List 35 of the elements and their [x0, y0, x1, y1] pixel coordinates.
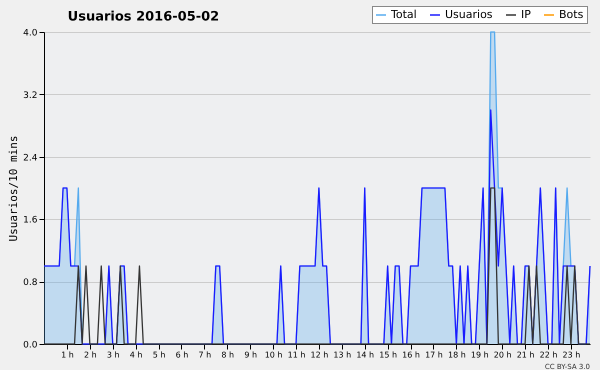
x-tick-label: 4 h: [130, 350, 142, 360]
x-tick-label: 21 h: [516, 350, 534, 360]
x-tick-label: 20 h: [494, 350, 512, 360]
x-tick-label: 12 h: [310, 350, 328, 360]
x-tick-label: 14 h: [356, 350, 374, 360]
x-tick-label: 17 h: [425, 350, 443, 360]
x-tick-label: 8 h: [221, 350, 234, 360]
y-tick-label: 4.0: [23, 28, 38, 38]
legend-label: Bots: [559, 8, 584, 21]
x-tick-label: 6 h: [176, 350, 188, 360]
x-tick-label: 9 h: [244, 350, 258, 360]
y-tick-label: 1.6: [23, 216, 38, 226]
y-axis-title: Usuarios/10 mins: [7, 136, 20, 242]
y-tick-label: 3.2: [23, 90, 38, 101]
x-tick-label: 13 h: [333, 350, 352, 360]
x-tick-label: 2 h: [84, 350, 97, 360]
legend-label: Total: [390, 8, 417, 21]
x-tick-label: 11 h: [288, 350, 306, 360]
x-tick-label: 22 h: [540, 350, 558, 360]
x-tick-label: 10 h: [264, 350, 282, 360]
y-tick-label: 2.4: [23, 153, 38, 164]
x-tick-label: 1 h: [61, 350, 74, 360]
x-tick-label: 19 h: [470, 350, 489, 360]
chart-title: Usuarios 2016-05-02: [68, 10, 220, 24]
x-tick-label: 23 h: [562, 350, 580, 360]
y-tick-label: 0.8: [23, 278, 38, 288]
x-tick-label: 5 h: [152, 350, 166, 360]
legend-label: Usuarios: [445, 8, 493, 21]
x-tick-label: 16 h: [402, 350, 420, 360]
x-tick-label: 7 h: [198, 350, 212, 360]
x-tick-label: 18 h: [448, 350, 466, 360]
x-tick-label: 15 h: [379, 350, 398, 360]
y-tick-label: 0.0: [23, 340, 38, 350]
legend-label: IP: [521, 8, 532, 21]
x-tick-label: 3 h: [106, 350, 120, 360]
